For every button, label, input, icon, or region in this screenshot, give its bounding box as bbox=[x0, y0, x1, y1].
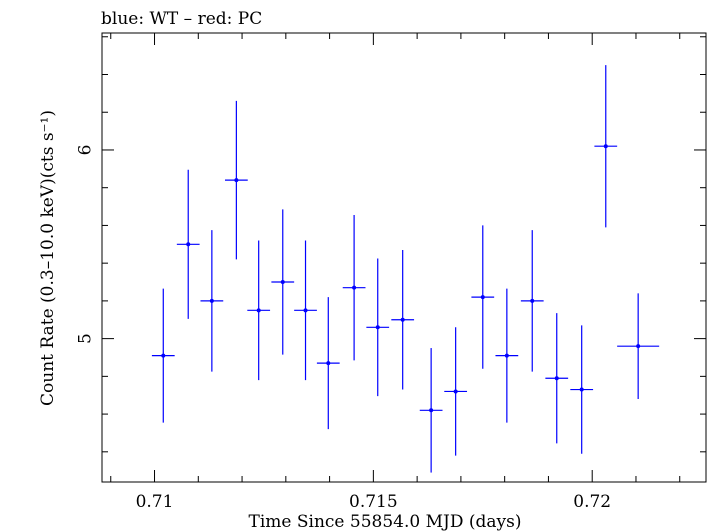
data-marker bbox=[303, 308, 308, 313]
data-point bbox=[366, 258, 390, 397]
data-marker bbox=[209, 298, 214, 303]
data-point bbox=[247, 240, 271, 381]
x-tick-label: 0.715 bbox=[349, 492, 398, 512]
data-marker bbox=[326, 361, 331, 366]
data-point bbox=[419, 348, 443, 473]
data-marker bbox=[161, 353, 166, 358]
data-marker bbox=[480, 295, 485, 300]
data-point bbox=[570, 325, 594, 454]
data-point bbox=[176, 169, 200, 319]
data-marker bbox=[186, 242, 191, 247]
data-point bbox=[200, 230, 224, 372]
y-tick-label: 6 bbox=[76, 145, 96, 156]
data-marker bbox=[453, 389, 458, 394]
data-marker bbox=[256, 308, 261, 313]
data-marker bbox=[504, 353, 509, 358]
y-tick-label: 5 bbox=[76, 333, 96, 344]
data-marker bbox=[234, 178, 239, 183]
y-axis-label: Count Rate (0.3–10.0 keV)(cts s⁻¹) bbox=[38, 110, 58, 406]
data-point bbox=[471, 225, 495, 369]
data-point bbox=[495, 288, 519, 423]
x-axis-tick-labels: 0.71 0.715 0.72 bbox=[136, 492, 612, 512]
y-axis-tick-labels: 56 bbox=[76, 145, 96, 344]
data-marker bbox=[579, 387, 584, 392]
data-marker bbox=[530, 298, 535, 303]
data-marker bbox=[636, 344, 641, 349]
plot-frame bbox=[101, 32, 707, 483]
y-axis-ticks bbox=[102, 36, 706, 453]
series-wt bbox=[151, 65, 660, 473]
data-point bbox=[545, 313, 569, 444]
x-axis-label: Time Since 55854.0 MJD (days) bbox=[249, 512, 522, 532]
data-marker bbox=[352, 285, 357, 290]
data-point bbox=[520, 230, 544, 372]
data-point bbox=[444, 327, 468, 456]
data-point bbox=[594, 65, 618, 228]
data-marker bbox=[375, 325, 380, 330]
data-point bbox=[342, 215, 366, 361]
data-point bbox=[316, 297, 340, 430]
x-axis-ticks bbox=[110, 33, 681, 482]
data-marker bbox=[603, 144, 608, 149]
data-point bbox=[271, 209, 295, 355]
data-point bbox=[224, 100, 248, 260]
x-tick-label: 0.71 bbox=[136, 492, 174, 512]
data-series-layer bbox=[151, 65, 660, 473]
data-marker bbox=[280, 280, 285, 285]
data-marker bbox=[400, 317, 405, 322]
data-point bbox=[391, 249, 415, 390]
data-marker bbox=[554, 376, 559, 381]
chart-title: blue: WT – red: PC bbox=[101, 9, 262, 29]
data-point bbox=[151, 288, 175, 423]
data-point bbox=[617, 293, 660, 399]
data-point bbox=[294, 240, 317, 381]
data-marker bbox=[429, 408, 434, 413]
x-tick-label: 0.72 bbox=[573, 492, 611, 512]
